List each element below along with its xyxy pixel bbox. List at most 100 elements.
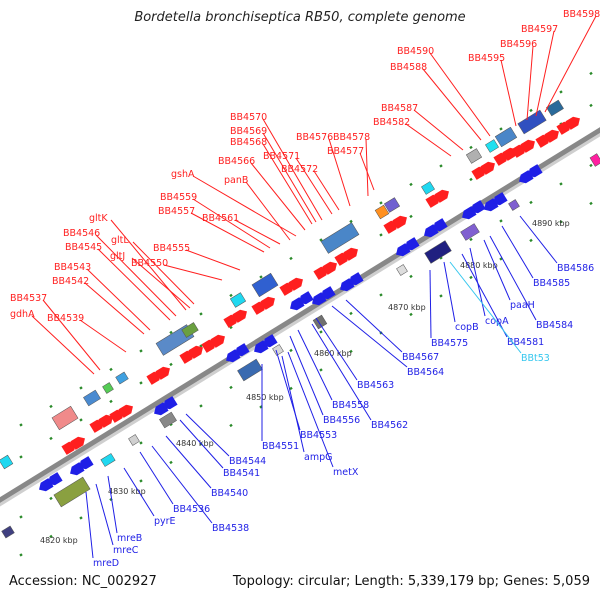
gene-feature-box[interactable] <box>494 126 518 148</box>
lower-gene-label[interactable]: mreB <box>117 533 142 544</box>
lower-gene-label[interactable]: metX <box>333 467 359 478</box>
gene-arrow-forward[interactable] <box>556 119 573 135</box>
gene-arrow-forward[interactable] <box>343 245 360 261</box>
upper-gene-label[interactable]: BB4545 <box>65 242 102 253</box>
upper-gene-label[interactable]: gltJ <box>110 251 125 262</box>
gene-feature-box[interactable] <box>51 405 79 431</box>
upper-gene-label[interactable]: panB <box>224 175 248 186</box>
gene-arrow-reverse[interactable] <box>160 396 178 412</box>
upper-gene-label[interactable]: BB4582 <box>373 117 410 128</box>
gene-arrow-forward[interactable] <box>511 142 528 158</box>
upper-gene-label[interactable]: gltL <box>111 235 129 246</box>
lower-gene-label[interactable]: BB4544 <box>229 456 266 467</box>
gene-arrow-reverse[interactable] <box>346 272 364 288</box>
gene-arrow-forward[interactable] <box>146 369 163 385</box>
gene-arrow-forward[interactable] <box>109 407 126 423</box>
upper-gene-label[interactable]: BB4557 <box>158 206 195 217</box>
upper-gene-label[interactable]: BB4598 <box>563 9 600 20</box>
lower-gene-label[interactable]: BB4586 <box>557 263 594 274</box>
lower-gene-label[interactable]: BB4558 <box>332 400 369 411</box>
upper-gene-label[interactable]: gdhA <box>10 309 35 320</box>
gene-arrow-forward[interactable] <box>383 218 400 234</box>
gene-feature-box[interactable] <box>159 411 177 429</box>
upper-gene-label[interactable]: BB4561 <box>202 213 239 224</box>
gene-arrow-reverse[interactable] <box>296 291 314 307</box>
lower-gene-label[interactable]: BB4553 <box>300 430 337 441</box>
upper-gene-label[interactable]: BB4570 <box>230 112 267 123</box>
upper-gene-label[interactable]: BB4578 <box>333 132 370 143</box>
gene-arrow-forward[interactable] <box>155 364 172 380</box>
gene-arrow-forward[interactable] <box>288 275 305 291</box>
lower-gene-label[interactable]: BB4540 <box>211 488 248 499</box>
upper-gene-label[interactable]: BB4571 <box>263 151 300 162</box>
gene-feature-box[interactable] <box>465 148 483 164</box>
gene-arrow-reverse[interactable] <box>232 343 250 359</box>
gene-arrow-forward[interactable] <box>188 343 205 359</box>
gene-arrow-forward[interactable] <box>471 164 488 180</box>
gene-arrow-reverse[interactable] <box>76 456 94 472</box>
upper-gene-label[interactable]: BB4577 <box>327 146 364 157</box>
lower-gene-label[interactable]: paaH <box>510 300 535 311</box>
upper-gene-label[interactable]: BB4539 <box>47 313 84 324</box>
upper-gene-label[interactable]: BB4588 <box>390 62 427 73</box>
lower-gene-label[interactable]: BB4564 <box>407 367 444 378</box>
gene-feature-box[interactable] <box>128 434 140 446</box>
lower-gene-label[interactable]: BB4541 <box>223 468 260 479</box>
gene-feature-box[interactable] <box>100 453 116 467</box>
gene-arrow-forward[interactable] <box>210 332 227 348</box>
lower-gene-label[interactable]: BB4563 <box>357 380 394 391</box>
gene-feature-box[interactable] <box>396 264 408 276</box>
lower-gene-label[interactable]: BB4556 <box>323 415 360 426</box>
gene-feature-box[interactable] <box>546 99 564 117</box>
lower-gene-label[interactable]: BB4585 <box>533 278 570 289</box>
gene-arrow-forward[interactable] <box>425 192 442 208</box>
gene-arrow-reverse[interactable] <box>525 164 543 180</box>
upper-gene-label[interactable]: BB4597 <box>521 24 558 35</box>
gene-feature-box[interactable] <box>421 181 435 195</box>
gene-arrow-forward[interactable] <box>260 294 277 310</box>
upper-gene-label[interactable]: BB4537 <box>10 293 47 304</box>
gene-feature-box[interactable] <box>460 223 480 241</box>
gene-arrow-forward[interactable] <box>70 434 87 450</box>
lower-gene-label[interactable]: BB4538 <box>212 523 249 534</box>
gene-feature-box[interactable] <box>320 222 360 254</box>
upper-gene-label[interactable]: BB4590 <box>397 46 434 57</box>
lower-gene-label[interactable]: ampG <box>304 452 332 463</box>
gene-feature-box[interactable] <box>0 454 14 470</box>
lower-gene-label[interactable]: BB4567 <box>402 352 439 363</box>
gene-arrow-reverse[interactable] <box>260 334 278 350</box>
lower-gene-label[interactable]: BBt53 <box>521 353 550 364</box>
gene-feature-box[interactable] <box>383 197 401 213</box>
gene-arrow-forward[interactable] <box>279 280 296 296</box>
lower-gene-label[interactable]: BB4551 <box>262 441 299 452</box>
lower-gene-label[interactable]: BB4581 <box>507 337 544 348</box>
upper-gene-label[interactable]: BB4566 <box>218 156 255 167</box>
upper-gene-label[interactable]: BB4587 <box>381 103 418 114</box>
gene-feature-box[interactable] <box>1 525 15 539</box>
gene-arrow-forward[interactable] <box>223 312 240 328</box>
gene-arrow-forward[interactable] <box>334 250 351 266</box>
gene-arrow-forward[interactable] <box>434 187 451 203</box>
gene-feature-box[interactable] <box>424 240 452 264</box>
gene-arrow-forward[interactable] <box>392 213 409 229</box>
gene-arrow-forward[interactable] <box>232 307 249 323</box>
gene-arrow-forward[interactable] <box>544 127 561 143</box>
gene-feature-box[interactable] <box>115 371 129 385</box>
gene-feature-box[interactable] <box>229 292 247 308</box>
upper-gene-label[interactable]: gltK <box>89 213 108 224</box>
upper-gene-label[interactable]: BB4572 <box>281 164 318 175</box>
gene-feature-box[interactable] <box>102 382 114 394</box>
lower-gene-label[interactable]: BB4575 <box>431 338 468 349</box>
gene-arrow-forward[interactable] <box>535 132 552 148</box>
upper-gene-label[interactable]: gshA <box>171 169 195 180</box>
upper-gene-label[interactable]: BB4568 <box>230 137 267 148</box>
gene-arrow-forward[interactable] <box>89 417 106 433</box>
gene-arrow-reverse[interactable] <box>490 192 508 208</box>
gene-feature-box[interactable] <box>83 389 101 407</box>
gene-feature-box[interactable] <box>508 199 520 211</box>
gene-arrow-forward[interactable] <box>322 259 339 275</box>
gene-arrow-reverse[interactable] <box>468 200 486 216</box>
gene-arrow-forward[interactable] <box>179 348 196 364</box>
gene-feature-box[interactable] <box>181 322 199 338</box>
gene-arrow-forward[interactable] <box>98 412 115 428</box>
